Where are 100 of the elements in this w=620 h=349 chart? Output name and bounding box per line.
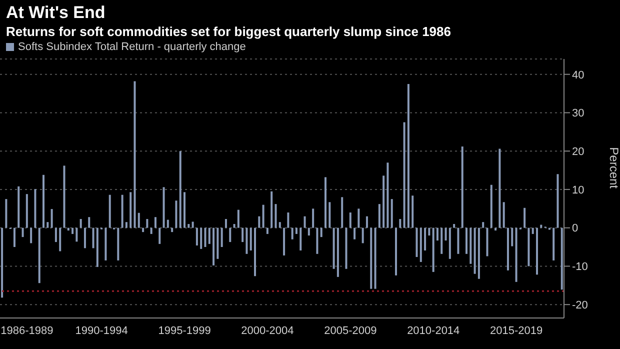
- bar: [316, 228, 318, 254]
- bar: [184, 192, 186, 228]
- legend-label: Softs Subindex Total Return - quarterly change: [18, 41, 246, 53]
- bar: [166, 220, 169, 228]
- bar: [26, 194, 28, 228]
- bar: [196, 228, 198, 246]
- bar: [46, 222, 49, 228]
- bar: [233, 224, 236, 228]
- bar: [341, 197, 344, 228]
- bar: [283, 228, 286, 256]
- bar: [354, 228, 356, 240]
- bar: [407, 84, 410, 228]
- bar: [556, 174, 559, 228]
- bar: [150, 228, 152, 234]
- x-tick-label: 1995-1999: [158, 324, 211, 337]
- bar: [345, 228, 348, 269]
- bar: [254, 228, 256, 276]
- bar: [142, 228, 144, 232]
- bar: [63, 166, 66, 228]
- bar: [54, 228, 57, 242]
- bar: [466, 228, 468, 254]
- bar: [13, 228, 16, 248]
- bar: [274, 204, 277, 228]
- bar: [146, 219, 148, 228]
- bar: [204, 228, 206, 248]
- bar: [250, 228, 252, 250]
- bar: [1, 228, 4, 298]
- bar: [536, 228, 538, 275]
- bar: [266, 228, 268, 234]
- bar: [436, 228, 438, 240]
- bar: [88, 217, 90, 228]
- bar: [532, 228, 534, 234]
- bar: [130, 192, 132, 228]
- bar: [382, 176, 385, 228]
- bar: [448, 228, 451, 259]
- y-tick-label: 10: [572, 184, 584, 196]
- bar: [470, 228, 472, 264]
- x-tick-label: 1986-1989: [0, 324, 54, 337]
- bar: [42, 174, 45, 228]
- bar: [498, 148, 501, 228]
- bar: [300, 228, 302, 250]
- bar: [328, 202, 331, 228]
- y-tick-label: -10: [572, 261, 588, 274]
- bar: [80, 219, 82, 228]
- bar: [237, 210, 240, 228]
- bar: [336, 228, 339, 277]
- bar: [428, 228, 430, 236]
- bar: [67, 228, 70, 231]
- bar: [308, 228, 310, 236]
- bar: [403, 122, 406, 228]
- bar: [320, 228, 322, 238]
- bar: [278, 222, 281, 228]
- bar: [312, 208, 314, 228]
- bar: [420, 228, 422, 262]
- bar: [162, 187, 165, 228]
- bar: [490, 184, 492, 228]
- y-tick-label: 40: [572, 69, 584, 82]
- bar: [444, 228, 447, 240]
- bar: [412, 196, 414, 228]
- bar: [59, 228, 62, 252]
- bar: [192, 222, 194, 228]
- bar: [560, 228, 563, 290]
- bar: [229, 228, 232, 242]
- bar: [138, 212, 140, 228]
- bar: [486, 228, 488, 256]
- y-tick-label: 0: [572, 222, 578, 235]
- bar: [440, 228, 443, 254]
- bar: [171, 228, 174, 232]
- chart-title: At Wit's End: [5, 2, 106, 23]
- bar: [158, 228, 161, 244]
- bar: [224, 219, 227, 228]
- bar: [5, 199, 8, 228]
- bar: [216, 228, 219, 259]
- bar: [540, 224, 542, 228]
- bar: [349, 212, 352, 228]
- bar: [515, 228, 518, 282]
- y-axis-title: Percent: [606, 147, 620, 190]
- bar: [262, 204, 264, 228]
- bar: [188, 224, 190, 228]
- bar: [84, 228, 86, 248]
- bar: [22, 228, 24, 238]
- bar: [154, 217, 156, 228]
- bar: [374, 228, 376, 289]
- bar: [482, 222, 484, 228]
- bar: [552, 228, 555, 260]
- chart-subtitle: Returns for soft commodities set for biggest quarterly slump since 1986: [5, 23, 452, 41]
- x-tick-label: 2010-2014: [407, 324, 460, 337]
- bar: [220, 228, 223, 248]
- bar: [108, 194, 111, 228]
- bar: [424, 228, 426, 250]
- bar: [104, 228, 107, 260]
- bar: [502, 202, 505, 228]
- y-tick-label: 30: [572, 108, 584, 120]
- bar: [511, 228, 514, 246]
- bar: [246, 228, 248, 254]
- x-tick-label: 1990-1994: [75, 324, 128, 337]
- bar: [50, 209, 53, 228]
- x-tick-label: 2005-2009: [324, 324, 377, 337]
- bar: [370, 228, 372, 289]
- bar: [378, 204, 380, 228]
